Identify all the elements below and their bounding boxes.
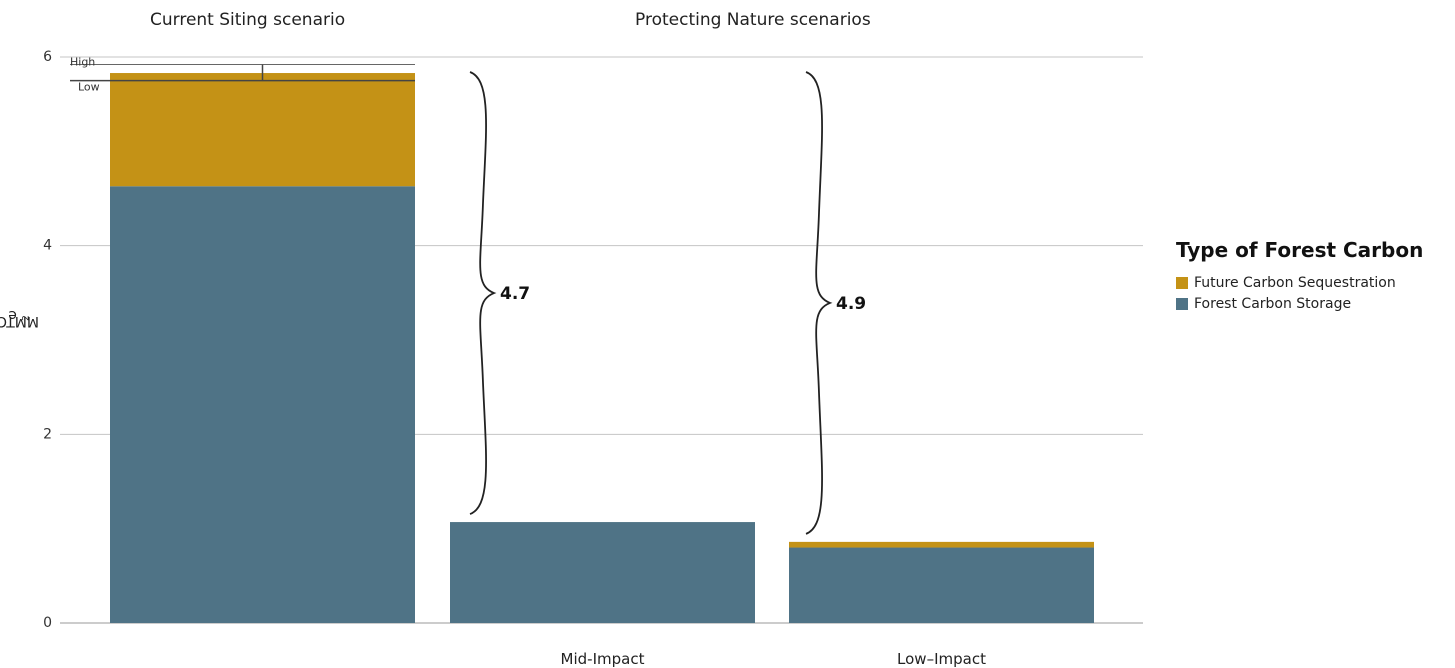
bar-1-series-0 <box>450 522 755 623</box>
group-title-current: Current Siting scenario <box>150 10 346 30</box>
bar-0-series-1 <box>110 73 415 187</box>
brace-1 <box>805 71 833 535</box>
y-tick-label-3: 6 <box>43 49 52 65</box>
bar-0-series-0 <box>110 186 415 623</box>
x-tick-label-2: Low–Impact <box>897 650 986 668</box>
brace-label-1: 4.9 <box>836 294 866 314</box>
bar-2-series-0 <box>789 547 1094 623</box>
group-title-protecting: Protecting Nature scenarios <box>635 10 871 30</box>
brace-0 <box>469 71 497 515</box>
legend: Type of Forest Carbon Future Carbon Sequ… <box>1176 238 1423 314</box>
brace-label-0: 4.7 <box>500 284 530 304</box>
y-tick-label-2: 4 <box>43 238 52 254</box>
legend-swatch-storage <box>1176 297 1188 310</box>
error-low-label: Low <box>78 81 100 94</box>
legend-label-sequestration: Future Carbon Sequestration <box>1194 274 1396 291</box>
legend-swatch-sequestration <box>1176 276 1188 289</box>
legend-label-storage: Forest Carbon Storage <box>1194 295 1352 312</box>
legend-item-storage: Forest Carbon Storage <box>1176 293 1423 314</box>
legend-title: Type of Forest Carbon <box>1176 238 1424 262</box>
y-tick-label-1: 2 <box>43 426 52 442</box>
bar-2-series-1 <box>789 541 1094 548</box>
error-high-label: High <box>70 56 95 69</box>
x-tick-label-1: Mid-Impact <box>561 650 645 668</box>
y-tick-label-0: 0 <box>43 615 52 631</box>
legend-item-sequestration: Future Carbon Sequestration <box>1176 272 1423 293</box>
